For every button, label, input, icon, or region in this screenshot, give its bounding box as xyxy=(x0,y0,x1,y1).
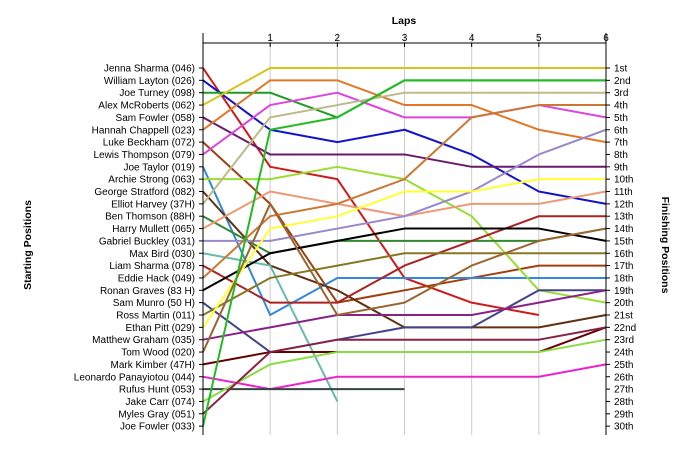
series-line xyxy=(202,91,606,205)
finishing-position-label: 12th xyxy=(614,199,633,210)
series-line xyxy=(202,215,606,304)
series-line xyxy=(203,128,607,242)
finishing-position-label: 25th xyxy=(614,360,633,371)
starting-position-label: William Layton (026) xyxy=(104,76,195,87)
finishing-position-label: 17th xyxy=(614,261,633,272)
series-line xyxy=(202,166,606,316)
starting-position-label: Ethan Pitt (029) xyxy=(126,323,195,334)
left-axis-title: Starting Positions xyxy=(22,200,34,290)
series-line xyxy=(202,79,607,144)
starting-position-label: Ronan Graves (83 H) xyxy=(100,286,195,297)
series-line xyxy=(202,227,607,292)
finishing-position-label: 18th xyxy=(614,273,633,284)
finishing-position-label: 23rd xyxy=(614,335,634,346)
starting-position-label: Leonardo Panayiotou (044) xyxy=(74,372,195,383)
starting-position-label: Ross Martin (011) xyxy=(116,311,195,322)
starting-position-label: Myles Gray (051) xyxy=(118,409,195,420)
finishing-position-label: 26th xyxy=(614,372,633,383)
finishing-position-label: 16th xyxy=(614,249,633,260)
starting-position-label: Jenna Sharma (046) xyxy=(104,64,195,75)
starting-position-label: Joe Turney (098) xyxy=(119,88,195,99)
series-line xyxy=(202,178,606,328)
finishing-position-label: 30th xyxy=(614,422,633,433)
finishing-position-label: 3rd xyxy=(614,88,628,99)
starting-position-label: Tom Wood (020) xyxy=(121,348,195,359)
starting-position-labels: Jenna Sharma (046)William Layton (026)Jo… xyxy=(74,64,195,433)
finishing-position-label: 15th xyxy=(614,236,633,247)
right-axis-title: Finishing Positions xyxy=(659,197,671,294)
finishing-position-label: 27th xyxy=(614,385,633,396)
x-axis-title: Laps xyxy=(392,15,417,27)
finishing-position-label: 5th xyxy=(614,113,628,124)
x-tick-label: 1 xyxy=(267,33,273,44)
starting-position-label: Sam Fowler (058) xyxy=(116,113,195,124)
starting-position-label: Max Bird (030) xyxy=(129,249,195,260)
finishing-position-label: 19th xyxy=(614,286,633,297)
series-line xyxy=(202,326,607,415)
starting-position-label: Jake Carr (074) xyxy=(126,397,195,408)
finishing-position-label: 9th xyxy=(614,162,628,173)
finishing-position-label: 28th xyxy=(614,397,633,408)
starting-position-label: Archie Strong (063) xyxy=(108,175,195,186)
x-tick-labels: 1 2 3 4 5 6 xyxy=(267,33,609,47)
finishing-position-label: 4th xyxy=(614,101,628,112)
series-line xyxy=(202,67,540,316)
starting-position-label: George Stratford (082) xyxy=(94,187,195,198)
starting-position-label: Rufus Hunt (053) xyxy=(119,385,195,396)
starting-position-label: Hannah Chappell (023) xyxy=(92,125,195,136)
series-line xyxy=(202,202,607,353)
starting-position-label: Joe Taylor (019) xyxy=(123,162,195,173)
starting-position-label: Joe Fowler (033) xyxy=(120,422,195,433)
finishing-position-label: 2nd xyxy=(614,76,631,87)
series-lines xyxy=(202,67,607,427)
starting-position-label: Matthew Graham (035) xyxy=(92,335,195,346)
series-line xyxy=(202,116,606,168)
finishing-position-label: 11th xyxy=(614,187,633,198)
finishing-position-label: 24th xyxy=(614,348,633,359)
x-tick-label: 5 xyxy=(536,33,542,44)
starting-position-label: Elliot Harvey (37H) xyxy=(111,199,195,210)
series-line xyxy=(202,67,606,106)
starting-position-label: Alex McRoberts (062) xyxy=(98,101,195,112)
finishing-position-label: 21st xyxy=(614,311,633,322)
x-tick-label: 2 xyxy=(335,33,341,44)
series-line xyxy=(202,338,607,403)
series-line xyxy=(202,104,606,279)
x-tick-label: 4 xyxy=(469,33,475,44)
finishing-position-label: 10th xyxy=(614,175,633,186)
starting-position-label: Lewis Thompson (079) xyxy=(93,150,195,161)
finishing-position-label: 14th xyxy=(614,224,633,235)
finishing-position-label: 20th xyxy=(614,298,633,309)
series-line xyxy=(202,289,607,341)
x-tick-label: 6 xyxy=(603,33,609,44)
starting-position-label: Mark Kimber (47H) xyxy=(111,360,195,371)
finishing-position-label: 6th xyxy=(614,125,628,136)
starting-position-label: Ben Thomson (88H) xyxy=(105,212,195,223)
finishing-position-label: 8th xyxy=(614,150,628,161)
starting-position-label: Gabriel Buckley (031) xyxy=(99,236,195,247)
starting-position-label: Luke Beckham (072) xyxy=(103,138,195,149)
series-line xyxy=(202,79,606,427)
finishing-position-label: 1st xyxy=(614,64,628,75)
finishing-position-label: 13th xyxy=(614,212,633,223)
x-tick-label: 3 xyxy=(402,33,408,44)
starting-position-label: Liam Sharma (078) xyxy=(109,261,195,272)
finishing-position-label: 22nd xyxy=(614,323,636,334)
finishing-position-label: 29th xyxy=(614,409,633,420)
finishing-position-label: 7th xyxy=(614,138,628,149)
starting-position-label: Harry Mullett (065) xyxy=(112,224,195,235)
starting-position-label: Eddie Hack (049) xyxy=(118,273,195,284)
series-line xyxy=(202,252,606,316)
starting-position-label: Sam Munro (50 H) xyxy=(113,298,195,309)
